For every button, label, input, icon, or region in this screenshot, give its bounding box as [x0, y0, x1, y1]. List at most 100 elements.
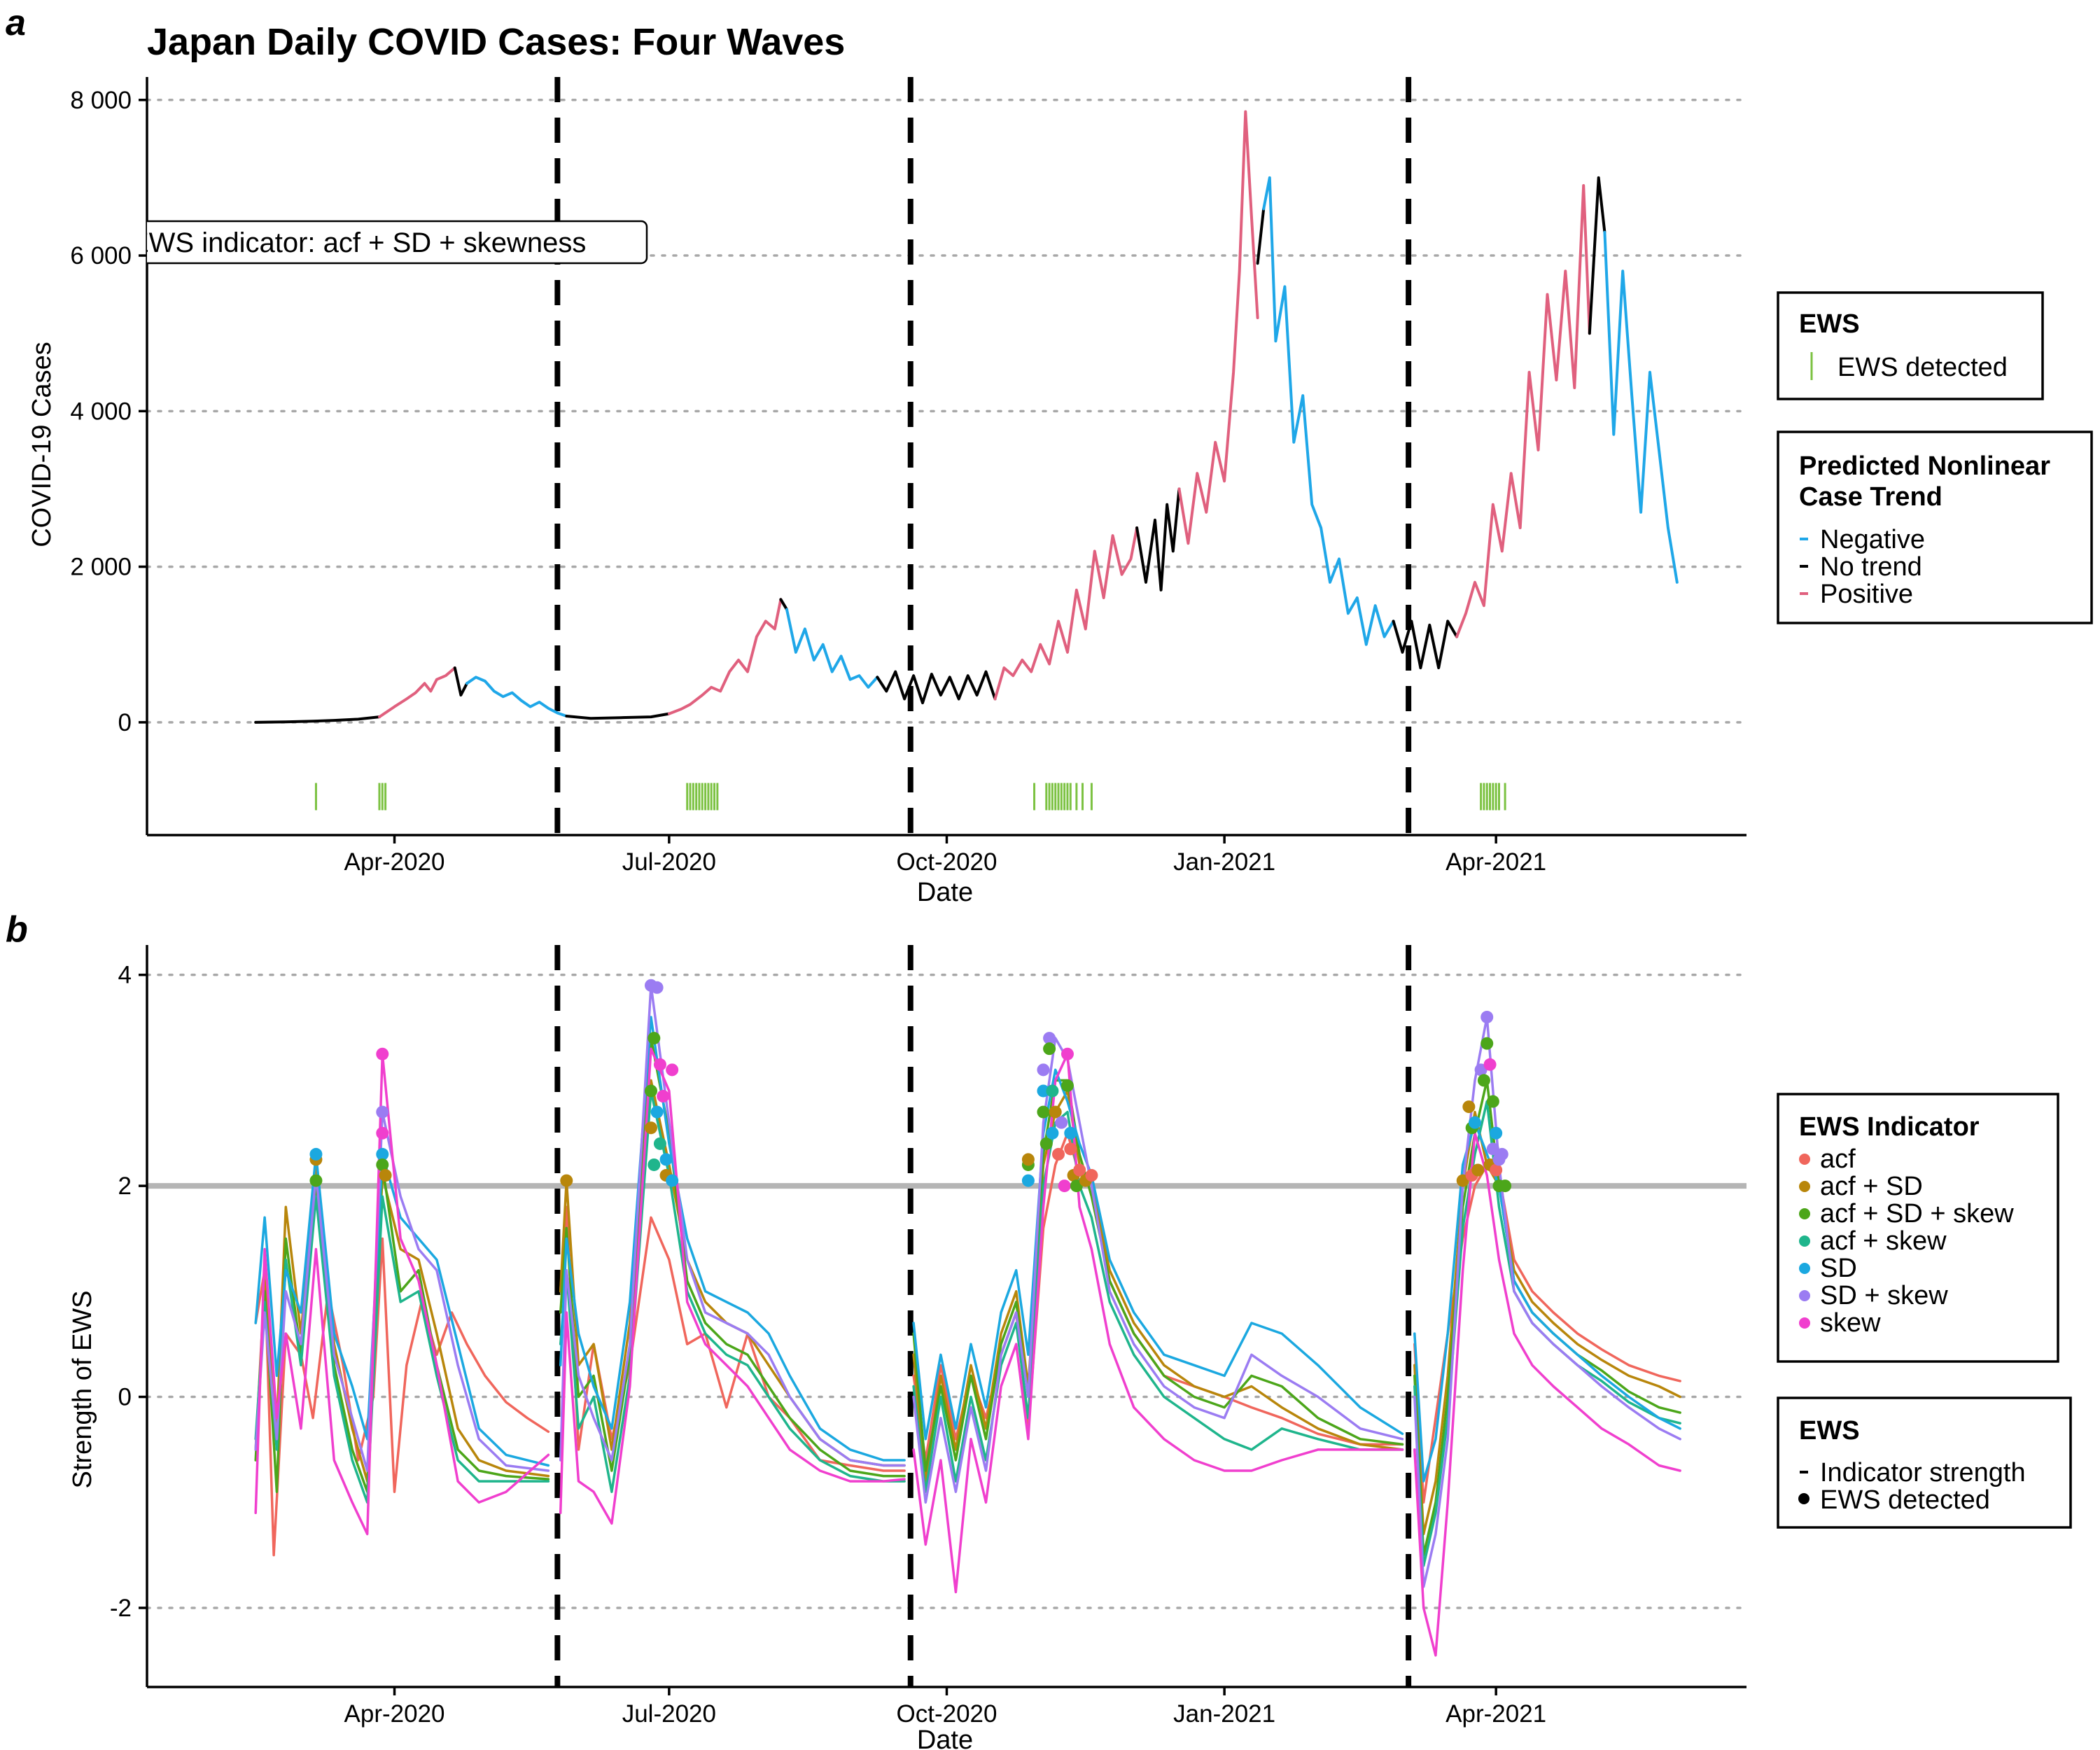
indicator-line-skew	[1413, 1132, 1681, 1657]
ews-detected-point	[1490, 1163, 1503, 1177]
panel-b-ews-points	[309, 979, 1512, 1193]
ews-detected-point	[376, 1105, 389, 1119]
ews-detected-point	[1085, 1169, 1098, 1182]
indicator-legend-label: acf	[1820, 1144, 1856, 1174]
ews-detected-point	[644, 1121, 657, 1135]
case-line-no-trend	[876, 670, 997, 705]
panel-a-ews-ticks	[314, 783, 1506, 811]
ews-indicator-annotation: EWS indicator: acf + SD + skewness	[147, 220, 648, 265]
panel-b-ews-legend-title: EWS	[1799, 1416, 1860, 1446]
panel-b-y-tick-label: 4	[118, 962, 132, 989]
ews-detected-point	[1037, 1105, 1050, 1119]
ews-detected-point	[650, 1105, 664, 1119]
indicator-line-acf-skew	[559, 1089, 906, 1493]
case-line-positive	[667, 598, 783, 715]
ews-detected-point	[1049, 1105, 1062, 1119]
ews-detected-point	[376, 1147, 389, 1161]
indicator-line-skew	[559, 1047, 906, 1525]
case-line-negative	[1262, 176, 1395, 646]
panel-a-case-lines	[254, 110, 1679, 724]
panel-b-x-tick-label: Apr-2021	[1446, 1700, 1546, 1728]
panel-b-y-tick-label: -2	[110, 1595, 132, 1622]
panel-a-y-tick-label: 0	[118, 709, 132, 736]
indicator-legend-key	[1799, 1263, 1810, 1274]
panel-b-x-tick-label: Apr-2020	[344, 1700, 445, 1728]
ews-detected-point-key	[1798, 1493, 1809, 1504]
ews-detected-point	[666, 1063, 679, 1077]
panel-a-y-ticks: 0 2 000 4 000 6 000 8 000	[70, 87, 147, 736]
ews-detected-point	[1021, 1153, 1035, 1166]
panel-a-x-axis-title: Date	[917, 878, 973, 907]
ews-detected-point	[1046, 1084, 1059, 1098]
case-line-negative	[465, 676, 568, 718]
trend-none-label: No trend	[1820, 552, 1922, 582]
case-line-positive	[1455, 184, 1591, 638]
ews-legend-title: EWS	[1799, 309, 1860, 339]
indicator-legend-title: EWS Indicator	[1799, 1112, 1980, 1142]
indicator-legend-label: SD + skew	[1820, 1281, 1948, 1310]
ews-detected-point	[1462, 1100, 1476, 1114]
ews-detected-point	[1471, 1163, 1485, 1177]
ews-detected-point	[1040, 1137, 1053, 1150]
panel-a-y-tick-label: 8 000	[70, 87, 132, 114]
ews-detected-point	[1021, 1174, 1035, 1187]
indicator-legend-label: acf + SD	[1820, 1172, 1923, 1201]
case-line-no-trend	[1256, 207, 1266, 265]
panel-a-wave-boundaries	[554, 77, 1412, 835]
case-line-no-trend	[779, 598, 788, 611]
case-line-negative	[785, 608, 879, 689]
ews-detected-point	[560, 1174, 573, 1187]
ews-detected-point	[653, 1058, 666, 1071]
panel-a-y-axis-title: COVID-19 Cases	[27, 342, 57, 547]
ews-detected-point	[376, 1047, 389, 1060]
ews-detected-point	[659, 1153, 673, 1166]
ews-detected-point	[1052, 1147, 1065, 1161]
indicator-line-skew	[254, 1052, 550, 1536]
ews-detected-point	[1499, 1180, 1512, 1193]
ews-detected-point	[1064, 1142, 1077, 1156]
indicator-line-sd-skew	[254, 1110, 550, 1472]
indicator-legend-key	[1799, 1208, 1810, 1219]
indicator-strength-label: Indicator strength	[1820, 1458, 2026, 1488]
panel-b-indicator-lines	[254, 984, 1681, 1657]
ews-detected-point	[1480, 1037, 1494, 1050]
case-line-no-trend	[1392, 620, 1459, 670]
ews-detected-point	[1468, 1116, 1481, 1129]
indicator-legend-key	[1799, 1154, 1810, 1165]
ews-detected-point	[1055, 1116, 1068, 1129]
panel-b-y-tick-label: 2	[118, 1172, 132, 1200]
case-line-negative	[1603, 230, 1679, 584]
panel-b-x-axis-title: Date	[917, 1726, 973, 1750]
ews-detected-point	[1486, 1095, 1499, 1108]
indicator-legend-key	[1799, 1290, 1810, 1301]
indicator-legend-key	[1799, 1181, 1810, 1192]
indicator-line-sd-skew	[1413, 1016, 1681, 1588]
ews-detected-point	[1490, 1126, 1503, 1140]
ews-detected-point	[309, 1147, 323, 1161]
indicator-legend-label: acf + SD + skew	[1820, 1199, 2014, 1228]
ews-detected-point	[644, 1084, 657, 1098]
panel-a-x-tick-label: Jan-2021	[1173, 848, 1275, 876]
ews-detected-point	[1060, 1079, 1074, 1092]
ews-detected-label: EWS detected	[1837, 353, 2008, 382]
ews-detected-point	[376, 1126, 389, 1140]
panel-b-x-tick-label: Jan-2021	[1173, 1700, 1275, 1728]
trend-legend-title-line1: Predicted Nonlinear	[1799, 451, 2050, 481]
panel-a-gridlines	[146, 99, 1748, 724]
panel-b-wave-boundaries	[554, 945, 1412, 1687]
case-line-no-trend	[1588, 176, 1606, 335]
indicator-legend-label: skew	[1820, 1308, 1881, 1338]
indicator-line-acf	[559, 1205, 906, 1472]
indicator-legend-label: acf + skew	[1820, 1226, 1947, 1256]
ews-detected-point	[309, 1174, 323, 1187]
panel-a-x-ticks: Apr-2020 Jul-2020 Oct-2020 Jan-2021 Apr-2021	[344, 835, 1546, 876]
case-line-positive	[378, 666, 456, 719]
panel-b-x-tick-label: Jul-2020	[622, 1700, 716, 1728]
panel-a-x-tick-label: Oct-2020	[897, 848, 997, 876]
ews-detected-point	[1043, 1032, 1056, 1045]
panel-b-letter: b	[6, 909, 28, 950]
case-line-no-trend	[453, 666, 468, 696]
ews-detected-point	[666, 1174, 679, 1187]
